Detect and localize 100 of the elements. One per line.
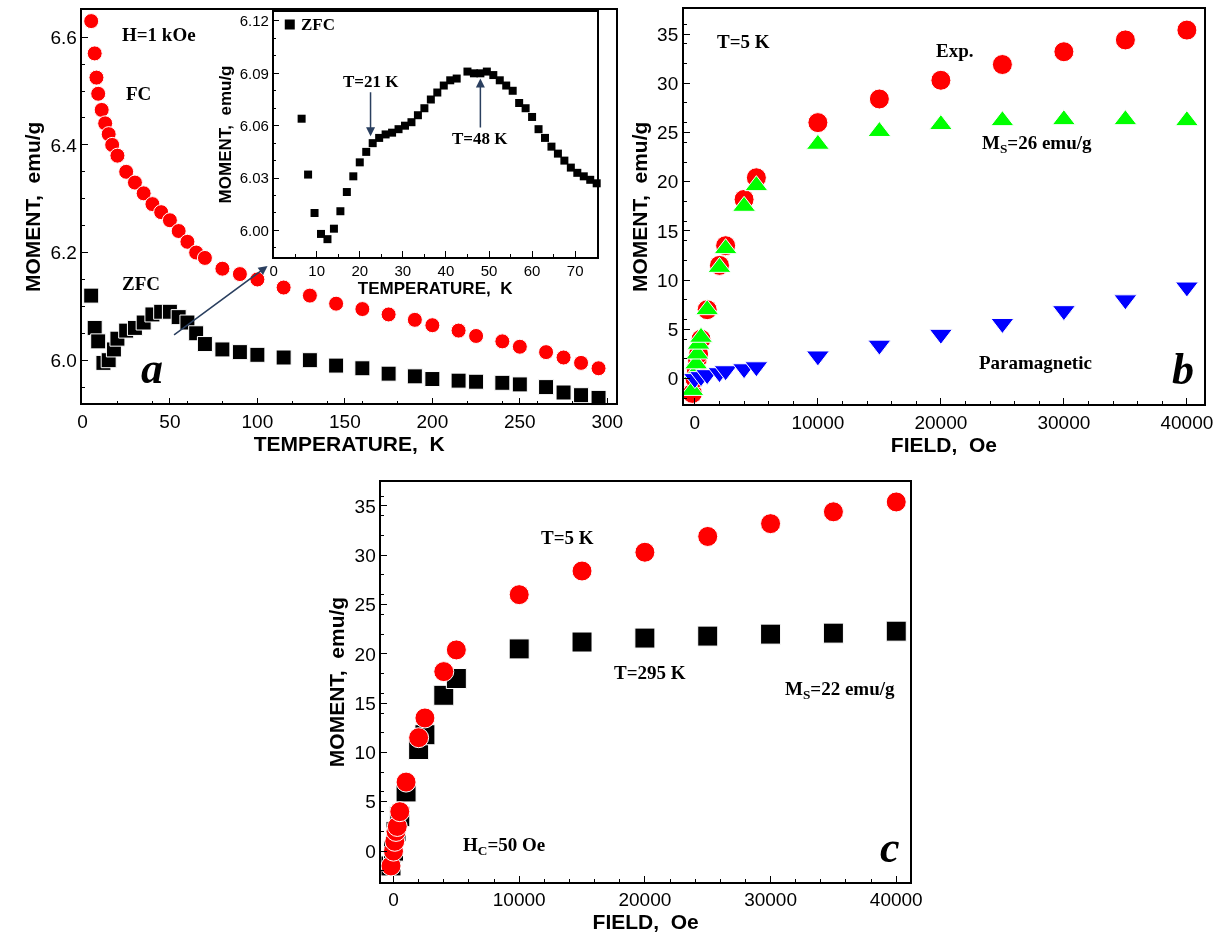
x-tick-label: 30 <box>394 262 412 280</box>
point <box>489 71 498 80</box>
point <box>547 142 556 151</box>
annotation: H=1 kOe <box>122 24 196 45</box>
point <box>349 172 358 181</box>
x-tick-label: 250 <box>503 410 536 432</box>
point <box>355 158 364 167</box>
point <box>697 525 719 547</box>
point <box>380 306 397 323</box>
point <box>807 112 829 134</box>
y-tick-label: 35 <box>657 23 679 45</box>
y-tick-label: 20 <box>657 171 679 193</box>
point <box>560 156 569 165</box>
y-tick-label: 15 <box>354 692 376 714</box>
point <box>328 357 345 374</box>
point <box>135 185 152 202</box>
point <box>468 327 485 344</box>
point <box>275 279 292 296</box>
y-tick-label: 6.6 <box>50 26 77 48</box>
point <box>249 346 266 363</box>
y-axis-title: MOMENT, emu/g <box>21 121 45 292</box>
x-tick-label: 70 <box>566 262 584 280</box>
y-tick-label: 35 <box>354 495 376 517</box>
point <box>541 133 549 142</box>
point <box>1114 29 1136 51</box>
point <box>354 301 371 318</box>
y-tick-label: 5 <box>667 319 679 341</box>
point <box>86 45 103 62</box>
x-axis-title: FIELD, Oe <box>592 910 699 934</box>
point <box>317 229 325 238</box>
x-tick-label: 40000 <box>869 889 923 911</box>
annotation: H$_{C}$=50 Oe <box>463 834 546 858</box>
annotation: T=21 K <box>343 72 400 91</box>
point <box>590 389 607 406</box>
point <box>304 170 313 179</box>
point <box>433 661 455 683</box>
point <box>494 333 511 350</box>
y-tick-label: 6.06 <box>239 116 269 134</box>
point <box>571 631 593 653</box>
point <box>468 373 485 390</box>
point <box>275 349 292 366</box>
legend-label: ZFC <box>301 15 335 34</box>
point <box>342 188 351 197</box>
x-tick-label: 150 <box>329 410 361 432</box>
point <box>323 235 332 244</box>
y-tick-label: 6.00 <box>239 221 269 239</box>
series-label: ZFC <box>122 273 160 294</box>
point <box>553 149 562 158</box>
point <box>83 287 100 304</box>
point <box>450 322 467 339</box>
point <box>83 13 100 30</box>
point <box>508 584 530 606</box>
y-tick-label: 6.09 <box>239 64 269 82</box>
y-tick-label: 0 <box>365 840 376 862</box>
x-tick-label: 0 <box>689 411 701 433</box>
point <box>420 104 429 113</box>
point <box>214 341 231 358</box>
point <box>502 81 511 90</box>
x-tick-label: 300 <box>591 410 624 432</box>
x-tick-label: 50 <box>480 262 498 280</box>
point <box>126 174 143 191</box>
y-tick-label: 10 <box>354 742 376 764</box>
point <box>389 801 411 823</box>
point <box>368 139 377 148</box>
point <box>90 333 107 350</box>
y-tick-label: 6.12 <box>239 12 269 30</box>
x-tick-label: 10 <box>308 262 326 280</box>
point <box>555 384 572 401</box>
point <box>538 344 555 361</box>
point <box>88 69 105 86</box>
point <box>495 76 504 85</box>
point <box>534 125 543 134</box>
point <box>1053 41 1075 63</box>
x-axis-title: FIELD, Oe <box>890 432 998 456</box>
point <box>354 360 371 377</box>
x-tick-label: 10000 <box>791 411 845 433</box>
point <box>424 317 441 334</box>
point <box>161 212 178 229</box>
x-tick-label: 10000 <box>492 889 546 911</box>
point <box>515 99 524 107</box>
point <box>406 311 423 328</box>
point <box>885 491 907 513</box>
point <box>196 249 213 266</box>
point <box>196 336 213 353</box>
point <box>590 360 607 377</box>
point <box>231 266 248 283</box>
point <box>328 295 345 312</box>
x-tick-label: 20000 <box>914 411 968 433</box>
y-axis-title: MOMENT, emu/g <box>215 65 235 204</box>
y-tick-label: 6.2 <box>50 242 77 264</box>
point <box>375 133 384 142</box>
point <box>555 349 572 366</box>
y-tick-label: 0 <box>667 368 679 390</box>
point <box>634 541 656 563</box>
point <box>452 74 461 83</box>
point <box>426 95 435 104</box>
point <box>991 54 1013 76</box>
point <box>439 81 448 90</box>
point <box>395 771 417 793</box>
x-tick-label: 40000 <box>1160 411 1214 433</box>
